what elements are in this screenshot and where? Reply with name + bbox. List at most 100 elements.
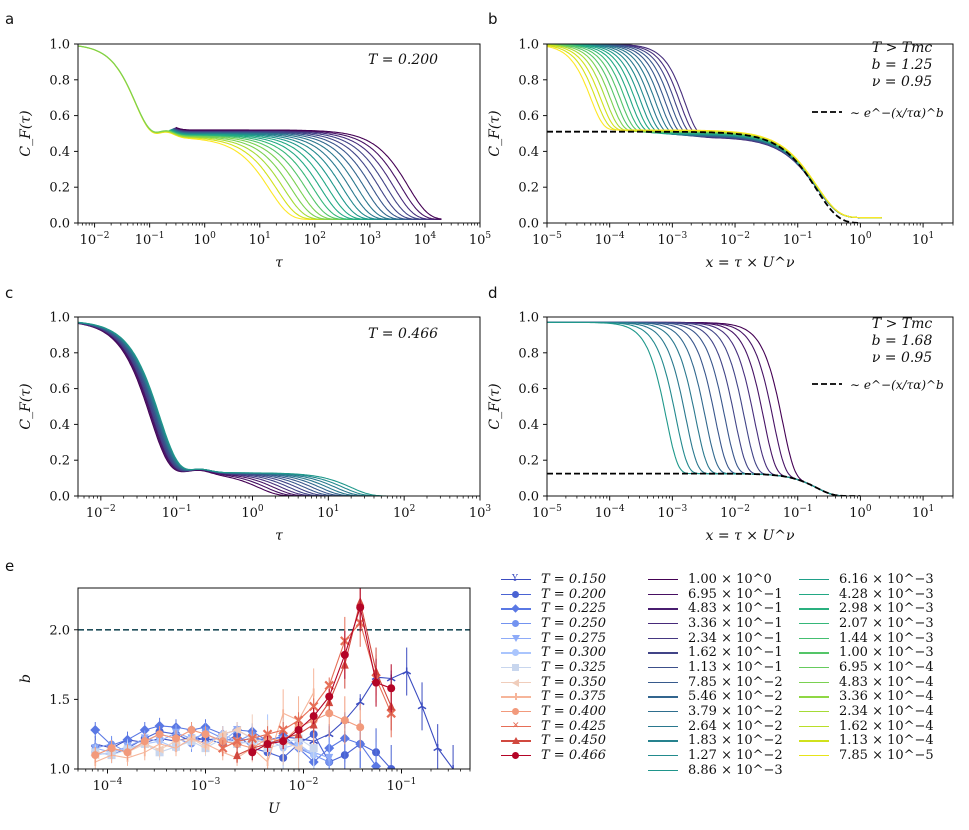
annotation-block-b: T > Tmc b = 1.25 ν = 0.95 <box>852 40 952 91</box>
kww-fit-line-d <box>547 472 861 496</box>
tmc-label-b: T > Tmc <box>871 40 933 56</box>
legend-label: T = 0.300 <box>541 645 607 661</box>
panel-letter-a: a <box>5 10 15 28</box>
data-point-marker <box>294 726 303 735</box>
legend-swatch <box>499 736 533 746</box>
data-point-marker <box>433 744 443 752</box>
legend-line <box>648 608 678 610</box>
ytick-label-b: 1.0 <box>518 38 539 53</box>
u-legend-entry: 1.62 × 10^−1 <box>646 645 783 660</box>
u-legend-entry: 7.85 × 10^−5 <box>797 748 934 763</box>
data-point-marker <box>371 761 382 769</box>
xtick-label-e: 10−1 <box>387 777 417 794</box>
legend-swatch <box>797 633 831 643</box>
legend-marker <box>512 590 519 598</box>
data-point-marker <box>325 753 334 763</box>
legend-swatch <box>797 662 831 672</box>
legend-marker <box>512 663 519 671</box>
xtick-label-d: 10−3 <box>657 504 687 521</box>
ytick-label-b: 0.0 <box>518 217 539 232</box>
legend-label: T = 0.275 <box>541 630 607 646</box>
panel-letter-c: c <box>5 284 14 302</box>
legend-line <box>799 578 829 581</box>
legend-swatch <box>797 692 831 702</box>
legend-swatch <box>499 692 533 702</box>
axes-frame-b <box>546 43 954 224</box>
data-point-marker <box>233 750 242 760</box>
u-legend-entry: 8.86 × 10^−3 <box>646 763 783 778</box>
panel-letter-e: e <box>5 557 15 575</box>
ytick-label-a: 1.0 <box>49 38 70 53</box>
legend-line <box>799 711 829 713</box>
legend-marker <box>512 619 519 627</box>
data-point-marker <box>308 701 319 712</box>
xlabel-c: τ <box>275 528 283 544</box>
u-legend-label: 7.85 × 10^−5 <box>839 748 934 764</box>
axes-frame-e <box>77 587 471 770</box>
data-point-marker <box>355 698 365 706</box>
u-legend-entry: 1.27 × 10^−2 <box>646 748 783 763</box>
u-legend-entry: 1.83 × 10^−2 <box>646 733 783 748</box>
legend-entry: T = 0.225 <box>499 601 606 616</box>
ytick-label-c: 0.2 <box>49 454 70 469</box>
xtick-label-d: 100 <box>849 504 872 521</box>
u-legend-column-1: 1.00 × 10^0 6.95 × 10^−1 4.83 × 10^−1 3.36 … <box>646 572 783 778</box>
ylabel-d: C_F(τ) <box>487 383 503 429</box>
xtick-label-a: 105 <box>469 231 492 248</box>
legend-line <box>799 652 829 654</box>
legend-line <box>648 711 678 713</box>
u-legend-label: 3.79 × 10^−2 <box>688 704 783 720</box>
axes-frame-d <box>546 316 954 497</box>
u-legend-entry: 5.46 × 10^−2 <box>646 689 783 704</box>
ytick-label-b: 0.2 <box>518 181 539 196</box>
u-legend-entry: 1.62 × 10^−4 <box>797 719 934 734</box>
kww-legend-label-d: ∼ e^−(x/τα)^b <box>850 378 944 392</box>
legend-entry: T = 0.466 <box>499 748 606 763</box>
data-point-marker <box>107 744 116 753</box>
legend-swatch <box>797 618 831 628</box>
u-legend-entry: 4.83 × 10^−1 <box>646 601 783 616</box>
series-line-c <box>78 321 427 496</box>
legend-line <box>648 769 678 772</box>
xtick-label-b: 10−2 <box>720 231 750 248</box>
legend-swatch <box>797 574 831 584</box>
series-line-c <box>78 322 427 496</box>
ytick-label-e: 1.0 <box>49 763 70 778</box>
data-point-marker <box>356 723 365 732</box>
u-legend-entry: 1.00 × 10^−3 <box>797 645 934 660</box>
xtick-label-b: 10−1 <box>783 231 813 248</box>
legend-line <box>648 593 678 595</box>
legend-label: T = 0.375 <box>541 689 607 705</box>
u-legend-entry: 4.28 × 10^−3 <box>797 587 934 602</box>
panel-letter-b: b <box>488 10 498 28</box>
legend-entry: T = 0.450 <box>499 733 606 748</box>
legend-swatch <box>646 633 680 643</box>
ylabel-e: b <box>18 674 34 683</box>
u-legend-entry: 3.79 × 10^−2 <box>646 704 783 719</box>
series-line-a <box>175 126 442 220</box>
ytick-label-b: 0.8 <box>518 73 539 88</box>
series-line-d <box>547 321 871 496</box>
legend-label: T = 0.466 <box>541 748 607 764</box>
ytick-label-a: 0.4 <box>49 145 70 160</box>
legend-swatch <box>646 751 680 761</box>
ytick-label-b: 0.6 <box>518 109 539 124</box>
legend-swatch <box>646 574 680 584</box>
u-legend-entry: 1.13 × 10^−1 <box>646 660 783 675</box>
data-point-marker <box>262 729 273 739</box>
b-value-label-d: b = 1.68 <box>871 333 933 349</box>
series-line-a <box>175 127 442 220</box>
legend-line <box>799 740 829 742</box>
u-legend-label: 1.44 × 10^−3 <box>839 630 934 646</box>
legend-marker <box>512 678 519 687</box>
xtick-label-b: 100 <box>849 231 872 248</box>
legend-line <box>799 696 829 698</box>
data-point-marker <box>217 743 228 753</box>
u-legend-entry: 2.64 × 10^−2 <box>646 719 783 734</box>
legend-line <box>799 637 829 639</box>
xtick-label-e: 10−3 <box>191 777 221 794</box>
u-legend-label: 4.83 × 10^−4 <box>839 674 934 690</box>
xtick-label-d: 101 <box>912 504 934 521</box>
plot-area-b <box>547 44 882 223</box>
series-line-d <box>547 321 871 496</box>
